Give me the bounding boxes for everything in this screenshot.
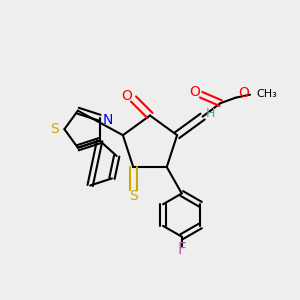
Text: S: S (50, 122, 59, 136)
Text: O: O (122, 89, 132, 103)
Text: O: O (189, 85, 200, 99)
Text: F: F (177, 242, 186, 257)
Text: N: N (103, 113, 113, 127)
Text: CH₃: CH₃ (256, 89, 277, 99)
Text: H: H (206, 107, 215, 120)
Text: S: S (129, 189, 138, 203)
Text: O: O (238, 86, 250, 100)
